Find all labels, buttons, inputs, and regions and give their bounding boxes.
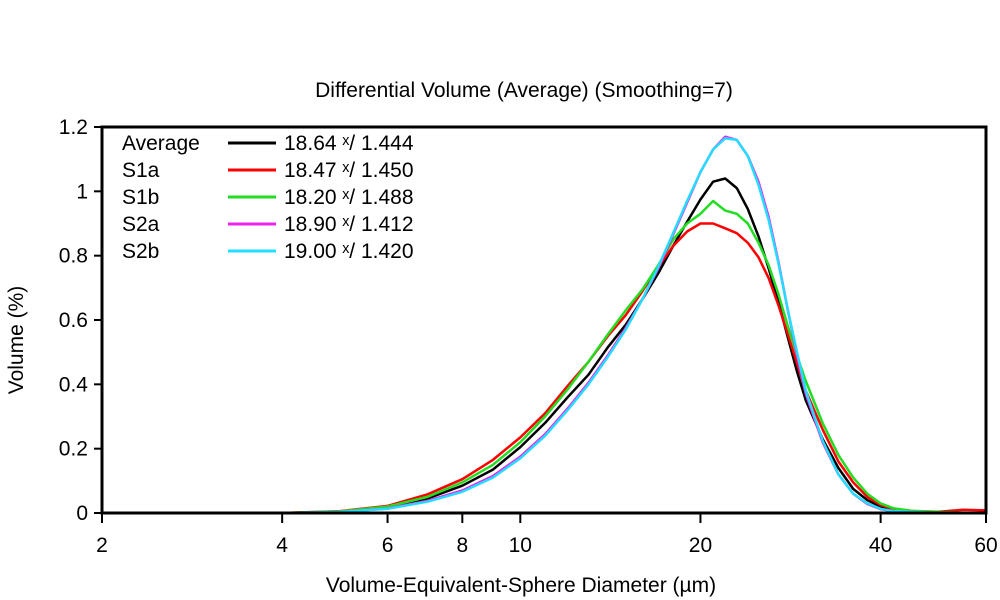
legend-label: Average — [122, 132, 200, 155]
x-tick-label: 60 — [974, 534, 997, 557]
x-tick-label: 2 — [96, 534, 108, 557]
x-tick-label: 8 — [456, 534, 468, 557]
x-tick-label: 6 — [382, 534, 394, 557]
x-tick-label: 40 — [869, 534, 892, 557]
y-tick-label: 0.2 — [59, 438, 88, 461]
legend-stats: 18.20 ˣ/ 1.488 — [284, 186, 414, 209]
y-tick-label: 0.6 — [59, 309, 88, 332]
series-line-s1b — [282, 199, 987, 515]
series-line-s2b — [282, 137, 986, 515]
series-line-average — [282, 177, 986, 515]
x-tick-label: 20 — [689, 534, 712, 557]
chart-title: Differential Volume (Average) (Smoothing… — [315, 79, 733, 102]
y-tick-label: 0.4 — [59, 373, 89, 396]
plot-lines — [282, 135, 987, 515]
legend-label: S2b — [122, 240, 159, 263]
y-tick-label: 0.8 — [59, 245, 88, 268]
x-tick-label: 10 — [509, 534, 532, 557]
x-axis-label: Volume-Equivalent-Sphere Diameter (µm) — [326, 574, 716, 597]
plot-frame — [100, 125, 988, 515]
y-tick-label: 1.2 — [59, 116, 88, 139]
y-tick-label: 0 — [76, 502, 88, 525]
y-axis-label: Volume (%) — [5, 286, 28, 395]
x-tick-label: 4 — [276, 534, 288, 557]
legend-label: S2a — [122, 213, 160, 236]
y-axis: 0 0.2 0.4 0.6 0.8 1 1.2 — [59, 116, 102, 525]
series-line-s1a — [282, 222, 987, 515]
legend-stats: 19.00 ˣ/ 1.420 — [284, 240, 414, 263]
legend-stats: 18.90 ˣ/ 1.412 — [284, 213, 414, 236]
legend-stats: 18.64 ˣ/ 1.444 — [284, 132, 414, 155]
x-axis: 2 4 6 8 10 20 40 60 — [96, 513, 998, 557]
legend: Average 18.64 ˣ/ 1.444 S1a 18.47 ˣ/ 1.450 S1… — [122, 132, 414, 263]
legend-label: S1a — [122, 159, 160, 182]
legend-label: S1b — [122, 186, 159, 209]
legend-stats: 18.47 ˣ/ 1.450 — [284, 159, 414, 182]
y-tick-label: 1 — [76, 180, 88, 203]
